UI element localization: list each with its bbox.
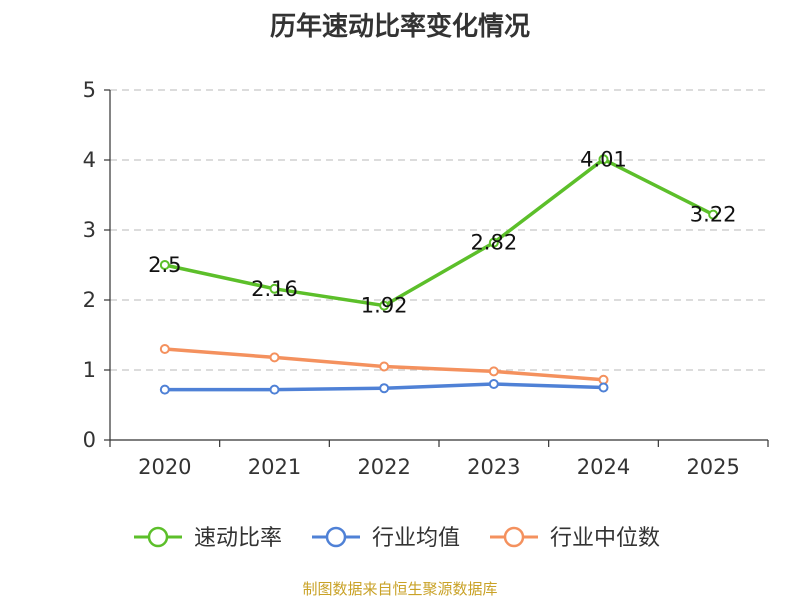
data-point (379, 300, 390, 311)
y-tick-label: 2 (83, 288, 96, 312)
data-point (379, 361, 390, 372)
data-label: 2.16 (251, 277, 298, 301)
x-tick-label: 2020 (138, 455, 191, 479)
data-point (708, 209, 719, 220)
legend-label: 行业中位数 (550, 526, 660, 551)
legend-marker (503, 526, 525, 548)
data-point (488, 237, 499, 248)
data-point (488, 379, 499, 389)
data-label: 1.92 (361, 294, 408, 318)
y-tick-label: 5 (83, 78, 96, 102)
legend-label: 行业均值 (372, 526, 460, 551)
series-line (164, 157, 714, 308)
grid-lines (110, 89, 768, 371)
legend-label: 速动比率 (194, 526, 282, 551)
series-lines (159, 154, 719, 395)
data-point (269, 384, 280, 395)
data-point (488, 366, 499, 377)
data-label: 2.5 (148, 253, 181, 277)
legend-marker (147, 526, 169, 548)
y-tick-label: 4 (83, 148, 96, 172)
data-point (159, 384, 170, 395)
legend: 速动比率 行业均值 行业中位数 (134, 526, 660, 551)
source-note: 制图数据来自恒生聚源数据库 (302, 580, 498, 598)
y-tick-label: 3 (83, 218, 96, 242)
x-tick-label: 2023 (467, 455, 520, 479)
x-tick-label: 2025 (686, 455, 739, 479)
data-label: 4.01 (580, 147, 627, 171)
y-tick-label: 1 (83, 358, 96, 382)
data-label: 3.22 (690, 203, 737, 227)
data-point (159, 344, 170, 354)
data-labels: 2.5 2.16 1.92 2.82 4.01 3.22 (148, 147, 736, 317)
axes: 0 1 2 3 4 5 2020 2021 2022 2023 2024 2025 (83, 78, 769, 479)
data-point (269, 283, 280, 294)
y-tick-label: 0 (83, 428, 96, 452)
data-point (598, 154, 609, 165)
data-point (598, 382, 609, 393)
chart-title: 历年速动比率变化情况 (269, 12, 530, 42)
data-point (379, 383, 390, 394)
legend-marker (325, 526, 347, 548)
data-point (159, 260, 170, 270)
x-tick-label: 2022 (357, 455, 410, 479)
x-tick-label: 2024 (577, 455, 630, 479)
data-label: 2.82 (470, 231, 517, 255)
x-tick-label: 2021 (248, 455, 301, 479)
data-point (269, 352, 280, 363)
